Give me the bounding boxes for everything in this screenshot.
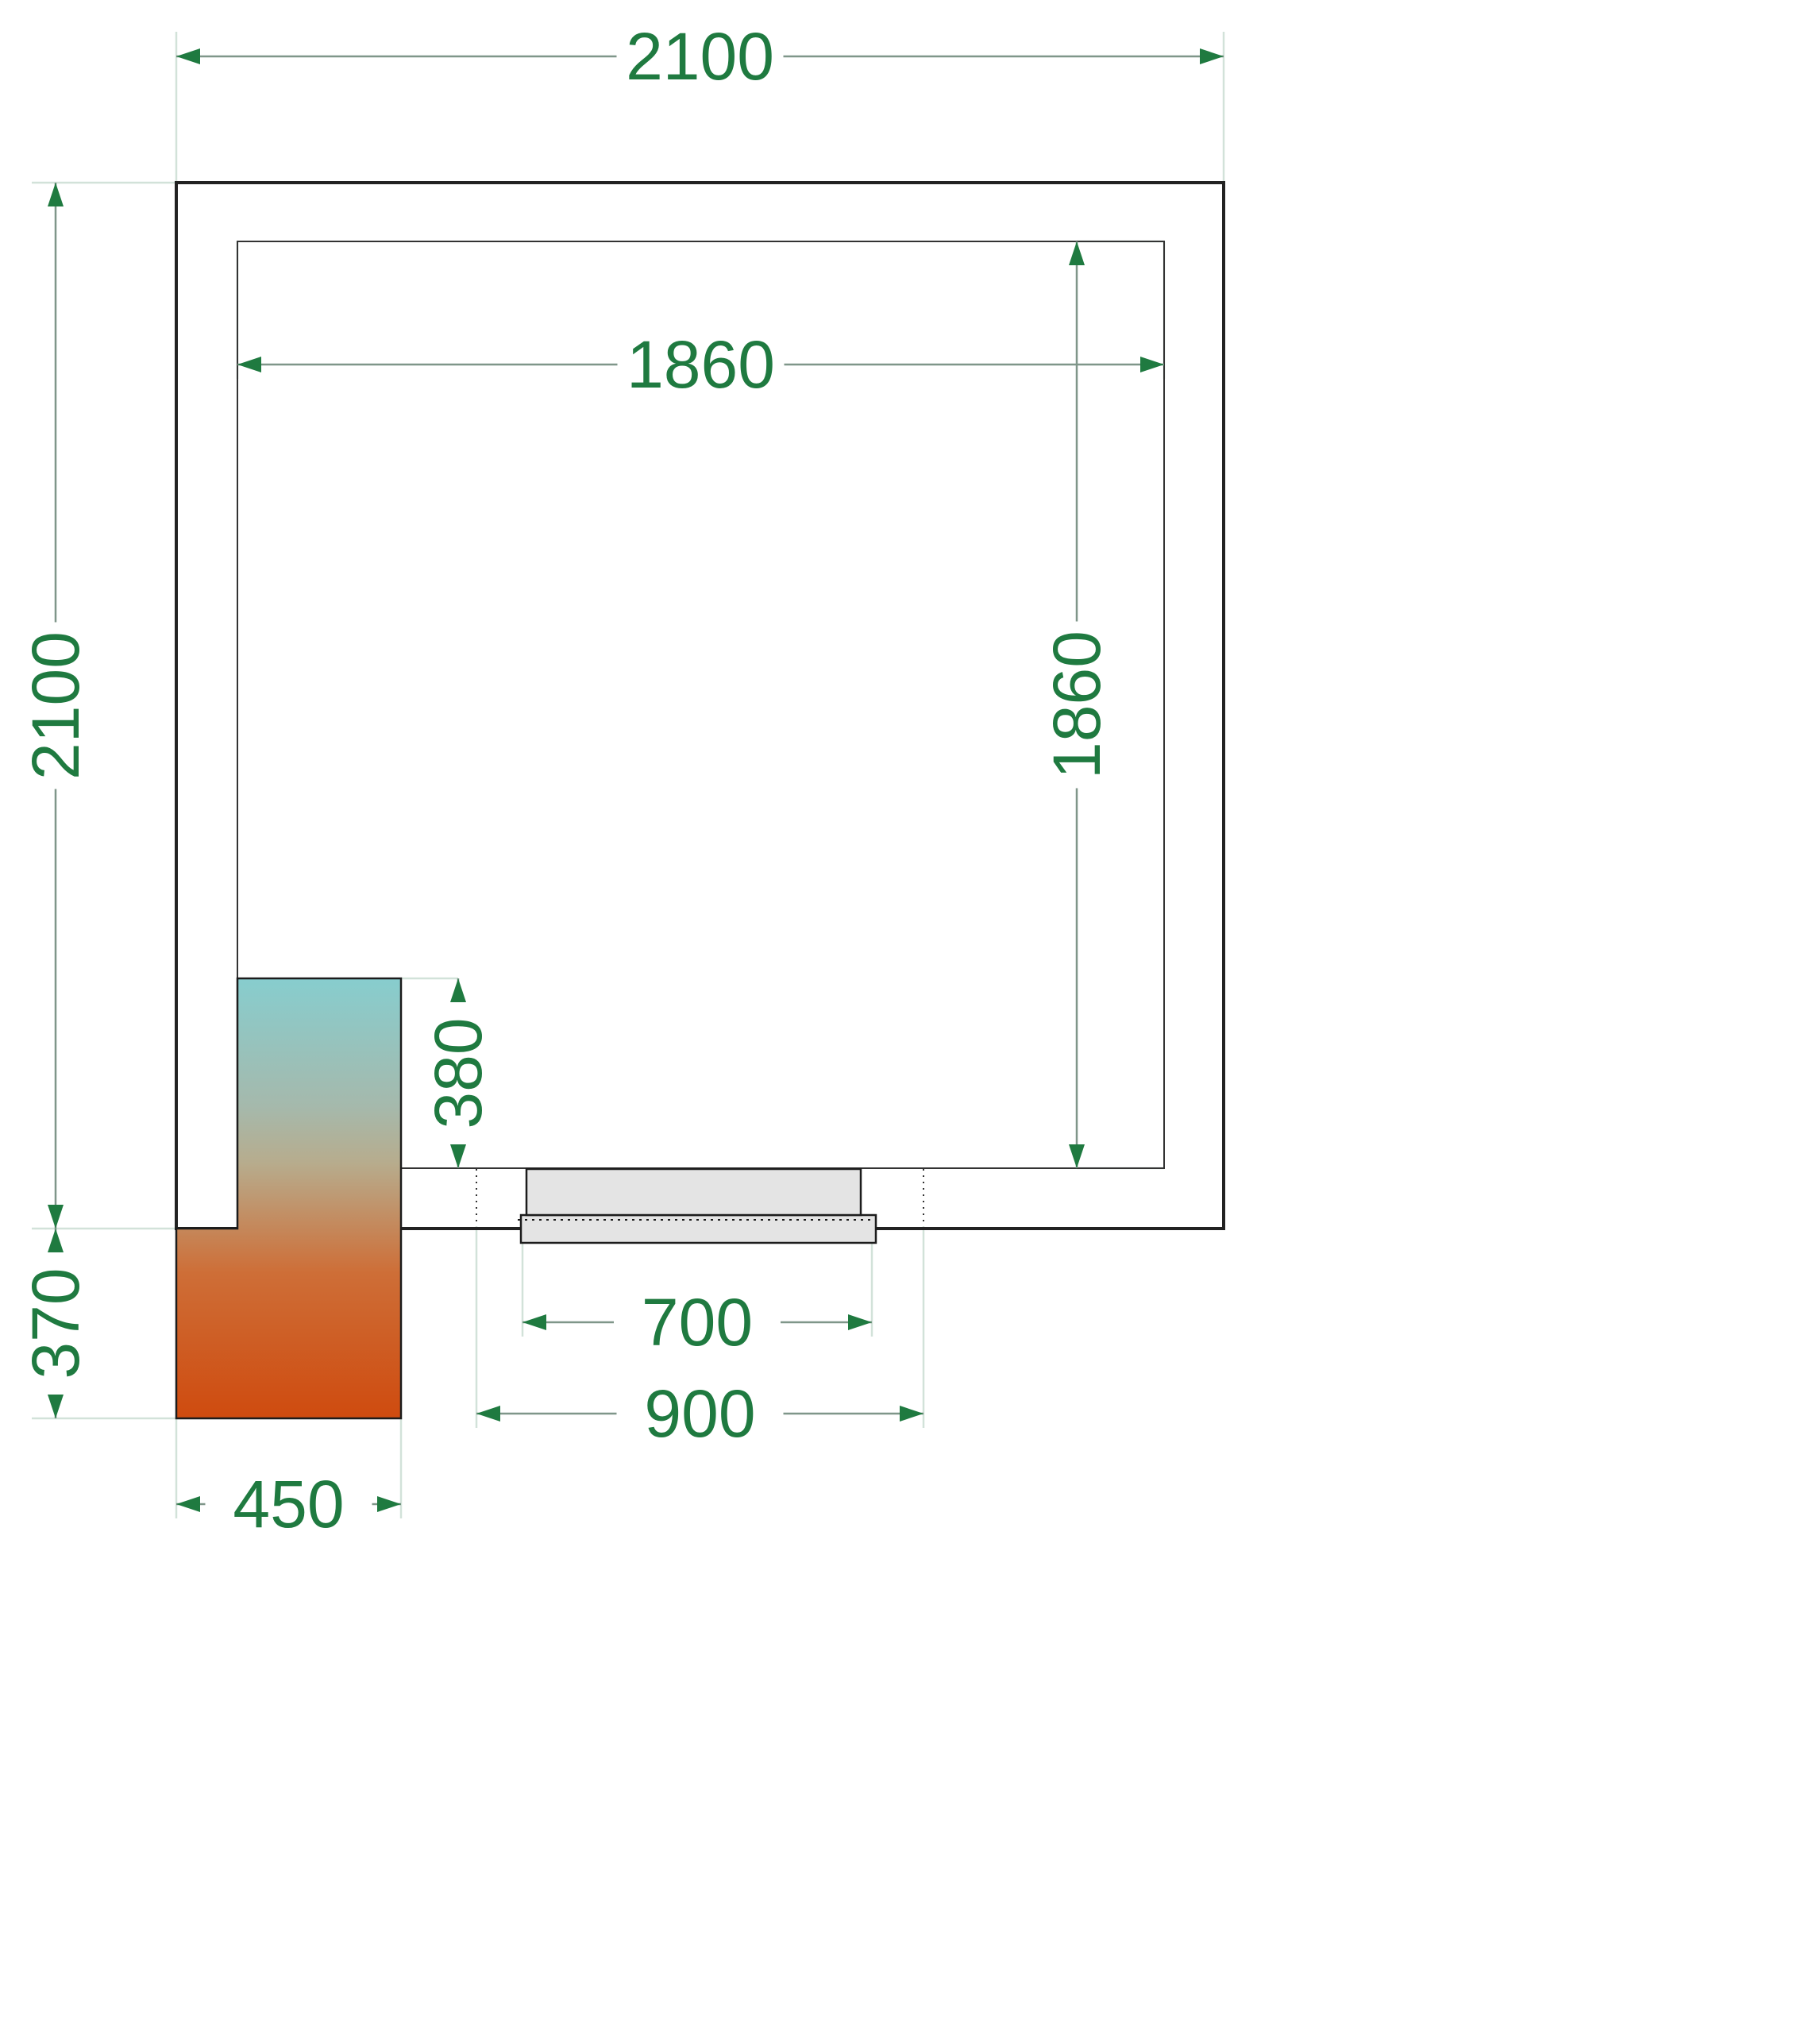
svg-text:2100: 2100	[626, 19, 774, 94]
svg-text:700: 700	[642, 1285, 753, 1360]
svg-text:370: 370	[18, 1267, 93, 1379]
svg-text:1860: 1860	[627, 327, 775, 402]
svg-text:1860: 1860	[1039, 631, 1114, 779]
svg-text:380: 380	[421, 1017, 495, 1128]
svg-text:900: 900	[644, 1376, 755, 1451]
svg-text:2100: 2100	[18, 631, 93, 780]
svg-text:450: 450	[233, 1467, 344, 1541]
